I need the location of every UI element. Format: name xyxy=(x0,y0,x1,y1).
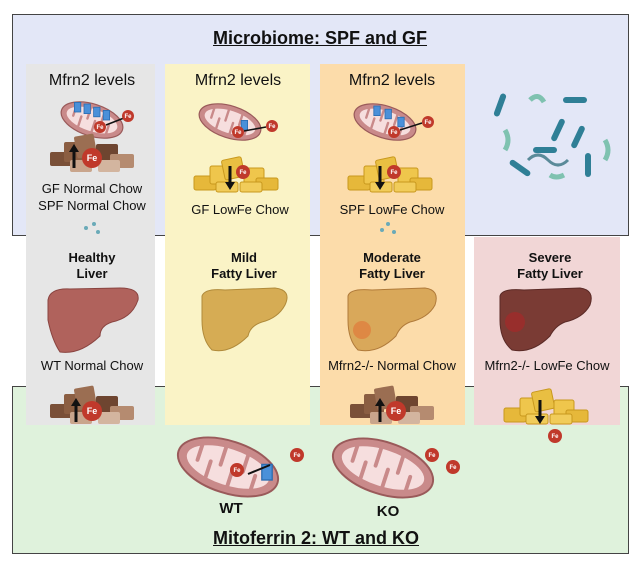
iron-label: Fe xyxy=(428,453,436,459)
liver-status-label: Severe Fatty Liver xyxy=(517,250,583,282)
iron-import-arrows xyxy=(105,117,423,132)
liver-status-label: Moderate Fatty Liver xyxy=(359,250,425,282)
liver-icon xyxy=(47,287,139,353)
microbiome-title: Microbiome: SPF and GF xyxy=(212,28,428,48)
liver-status-line: Fatty Liver xyxy=(359,266,425,281)
iron-label: Fe xyxy=(87,153,98,163)
iron-label: Fe xyxy=(268,124,276,130)
diet-label: GF LowFe Chow xyxy=(191,202,289,217)
liver-status-line: Moderate xyxy=(363,250,421,265)
iron-label: Fe xyxy=(390,130,398,136)
iron-label: Fe xyxy=(87,406,98,416)
chow-pile-icon xyxy=(193,155,279,193)
mitoferrin-title: Mitoferrin 2: WT and KO xyxy=(213,528,419,548)
mfrn2-levels-label: Mfrn2 levels xyxy=(48,72,136,89)
mitochondrion-wt-icon xyxy=(168,424,288,510)
liver-status-label: Mild Fatty Liver xyxy=(211,250,277,282)
iron-label: Fe xyxy=(390,170,398,176)
iron-label: Fe xyxy=(551,434,559,440)
liver-status-line: Fatty Liver xyxy=(211,266,277,281)
iron-label: Fe xyxy=(424,120,432,126)
iron-label: Fe xyxy=(124,114,132,120)
genotype-label: WT Normal Chow xyxy=(40,358,144,373)
iron-label: Fe xyxy=(233,468,241,474)
mitochondrion-ko-icon xyxy=(323,425,443,511)
liver-status-label: Healthy Liver xyxy=(69,250,116,282)
diet-label: GF Normal Chow xyxy=(41,181,143,196)
iron-label: Fe xyxy=(391,406,402,416)
liver-icon xyxy=(347,287,437,352)
wt-label: WT xyxy=(219,500,243,517)
liver-status-line: Mild xyxy=(231,250,257,265)
liver-status-line: Severe xyxy=(528,250,572,265)
mitochondrion-icon xyxy=(193,95,267,149)
liver-status-line: Liver xyxy=(76,266,108,281)
genotype-label: Mfrn2-/- Normal Chow xyxy=(328,358,456,373)
iron-label: Fe xyxy=(96,125,104,131)
liver-icon xyxy=(201,287,288,352)
iron-label: Fe xyxy=(449,465,457,471)
liver-status-line: Healthy xyxy=(68,250,116,265)
mitochondrion-icon xyxy=(348,95,422,149)
liver-icon xyxy=(499,287,592,352)
mfrn2-levels-label: Mfrn2 levels xyxy=(194,72,282,89)
chow-pile-icon xyxy=(503,387,589,426)
iron-icon: Fe Fe Fe Fe Fe Fe Fe Fe Fe Fe Fe Fe Fe F… xyxy=(82,110,562,477)
bacteria-icon xyxy=(493,92,611,180)
iron-label: Fe xyxy=(293,453,301,459)
iron-label: Fe xyxy=(239,170,247,176)
ko-label: KO xyxy=(376,503,400,520)
mfrn2-levels-label: Mfrn2 levels xyxy=(348,72,436,89)
liver-status-line: Fatty Liver xyxy=(517,266,583,281)
bacteria-small-icon xyxy=(84,222,396,234)
diet-label: SPF Normal Chow xyxy=(38,198,146,213)
diet-label: SPF LowFe Chow xyxy=(339,202,445,217)
iron-label: Fe xyxy=(234,130,242,136)
genotype-label: Mfrn2-/- LowFe Chow xyxy=(484,358,610,373)
